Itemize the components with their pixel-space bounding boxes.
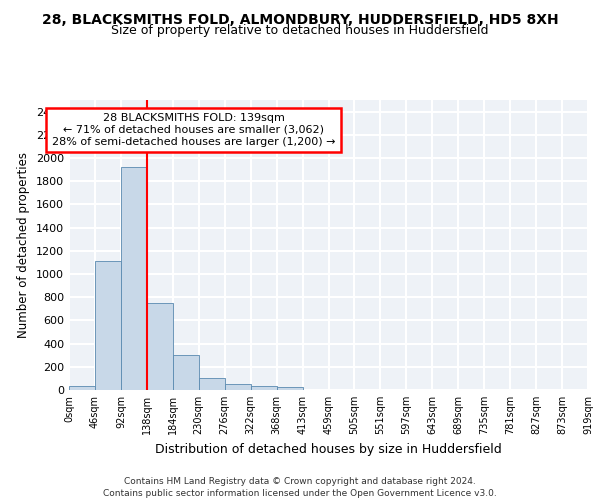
Bar [147,303,173,390]
Y-axis label: Number of detached properties: Number of detached properties [17,152,31,338]
Bar [121,168,147,390]
Bar [69,386,95,390]
Text: 28 BLACKSMITHS FOLD: 139sqm
← 71% of detached houses are smaller (3,062)
28% of : 28 BLACKSMITHS FOLD: 139sqm ← 71% of det… [52,114,335,146]
Bar [225,384,251,390]
Bar [95,260,121,390]
Text: Size of property relative to detached houses in Huddersfield: Size of property relative to detached ho… [111,24,489,37]
Bar [277,388,302,390]
Text: Contains HM Land Registry data © Crown copyright and database right 2024.: Contains HM Land Registry data © Crown c… [124,478,476,486]
Bar [251,386,277,390]
Text: Contains public sector information licensed under the Open Government Licence v3: Contains public sector information licen… [103,489,497,498]
X-axis label: Distribution of detached houses by size in Huddersfield: Distribution of detached houses by size … [155,442,502,456]
Bar [199,378,224,390]
Text: 28, BLACKSMITHS FOLD, ALMONDBURY, HUDDERSFIELD, HD5 8XH: 28, BLACKSMITHS FOLD, ALMONDBURY, HUDDER… [41,12,559,26]
Bar [173,355,199,390]
